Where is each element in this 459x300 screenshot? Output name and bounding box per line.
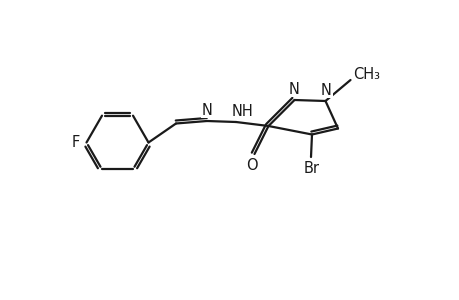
Text: N: N — [202, 103, 213, 118]
Text: NH: NH — [231, 103, 253, 118]
Text: F: F — [71, 135, 79, 150]
Text: CH₃: CH₃ — [352, 67, 379, 82]
Text: N: N — [320, 82, 331, 98]
Text: N: N — [288, 82, 299, 97]
Text: Br: Br — [303, 160, 319, 175]
Text: O: O — [246, 158, 257, 172]
